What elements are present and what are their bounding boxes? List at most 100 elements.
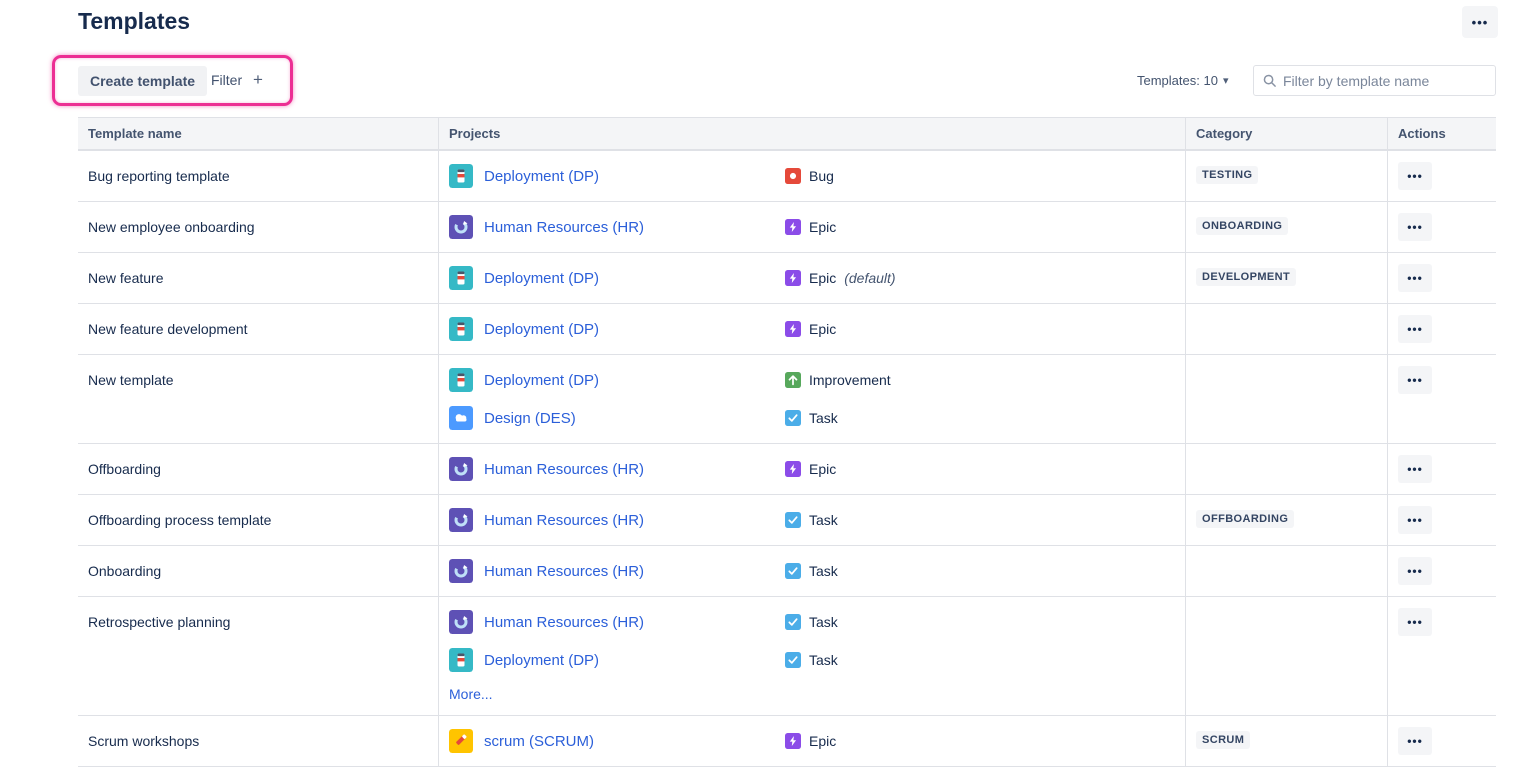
filter-button[interactable]: Filter: [211, 72, 243, 88]
project: Human Resources (HR): [449, 501, 785, 539]
project: scrum (SCRUM): [449, 722, 785, 760]
template-name: Offboarding: [78, 444, 439, 494]
issue-type-label: Task: [809, 410, 838, 426]
issue-type: Task: [785, 603, 1185, 641]
actions-cell: •••: [1388, 444, 1496, 494]
category-badge: DEVELOPMENT: [1196, 268, 1297, 286]
project-entry: Human Resources (HR) Epic: [449, 450, 1185, 488]
row-actions-button[interactable]: •••: [1398, 162, 1432, 190]
hr-project-avatar-icon: [449, 508, 473, 532]
task-issue-type-icon: [785, 563, 801, 579]
epic-issue-type-icon: [785, 733, 801, 749]
project-link[interactable]: Human Resources (HR): [484, 218, 645, 236]
issue-type: Epic (default): [785, 259, 1185, 297]
row-actions-button[interactable]: •••: [1398, 213, 1432, 241]
project-link[interactable]: Human Resources (HR): [484, 460, 645, 478]
template-name: Onboarding: [78, 546, 439, 596]
actions-cell: •••: [1388, 495, 1496, 545]
project-link[interactable]: Human Resources (HR): [484, 511, 645, 529]
project: Design (DES): [449, 399, 785, 437]
project: Human Resources (HR): [449, 208, 785, 246]
actions-cell: •••: [1388, 716, 1496, 766]
issue-type-label: Epic: [809, 270, 837, 286]
row-actions-button[interactable]: •••: [1398, 264, 1432, 292]
issue-type: Epic: [785, 310, 1185, 348]
table-row: New feature Deployment (DP) Epic (default…: [78, 253, 1496, 304]
row-actions-button[interactable]: •••: [1398, 455, 1432, 483]
hr-project-avatar-icon: [449, 610, 473, 634]
project-link[interactable]: Deployment (DP): [484, 167, 600, 185]
project-entry: Deployment (DP) Bug: [449, 157, 1185, 195]
template-name: New feature development: [78, 304, 439, 354]
project-link[interactable]: Deployment (DP): [484, 269, 600, 287]
table-row: Onboarding Human Resources (HR) Task •••: [78, 546, 1496, 597]
project-link[interactable]: scrum (SCRUM): [484, 732, 594, 750]
actions-cell: •••: [1388, 253, 1496, 303]
column-header-projects: Projects: [439, 118, 1186, 149]
search-icon: [1263, 74, 1276, 87]
projects-cell: Deployment (DP) Bug: [439, 151, 1186, 201]
issue-type-label: Task: [809, 512, 838, 528]
deployment-project-avatar-icon: [449, 317, 473, 341]
category-cell: OFFBOARDING: [1186, 495, 1388, 545]
project-link[interactable]: Deployment (DP): [484, 320, 600, 338]
projects-cell: Deployment (DP) Improvement Design (DES)…: [439, 355, 1186, 443]
actions-cell: •••: [1388, 151, 1496, 201]
issue-type: Task: [785, 552, 1185, 590]
row-actions-button[interactable]: •••: [1398, 506, 1432, 534]
project: Deployment (DP): [449, 310, 785, 348]
column-header-category: Category: [1186, 118, 1388, 149]
row-actions-button[interactable]: •••: [1398, 608, 1432, 636]
issue-type: Task: [785, 641, 1185, 679]
create-template-button[interactable]: Create template: [78, 66, 208, 96]
actions-cell: •••: [1388, 355, 1496, 443]
row-actions-button[interactable]: •••: [1398, 366, 1432, 394]
templates-count-dropdown[interactable]: Templates: 10 ▾: [1137, 73, 1228, 88]
table-body: Bug reporting template Deployment (DP) B…: [78, 151, 1496, 767]
row-actions-button[interactable]: •••: [1398, 727, 1432, 755]
epic-issue-type-icon: [785, 321, 801, 337]
project-link[interactable]: Design (DES): [484, 409, 576, 427]
issue-type-label: Task: [809, 614, 838, 630]
category-cell: SCRUM: [1186, 716, 1388, 766]
project: Deployment (DP): [449, 361, 785, 399]
page-title: Templates: [78, 8, 191, 34]
template-name: Retrospective planning: [78, 597, 439, 715]
project-entry: Deployment (DP) Improvement: [449, 361, 1185, 399]
hr-project-avatar-icon: [449, 559, 473, 583]
issue-type-label: Task: [809, 563, 838, 579]
project: Deployment (DP): [449, 641, 785, 679]
template-name: New feature: [78, 253, 439, 303]
task-issue-type-icon: [785, 652, 801, 668]
deployment-project-avatar-icon: [449, 266, 473, 290]
project-entry: scrum (SCRUM) Epic: [449, 722, 1185, 760]
more-projects-link[interactable]: More...: [449, 686, 493, 702]
project-link[interactable]: Human Resources (HR): [484, 613, 645, 631]
template-search-box[interactable]: [1253, 65, 1496, 96]
project-link[interactable]: Human Resources (HR): [484, 562, 645, 580]
epic-issue-type-icon: [785, 461, 801, 477]
category-cell: [1186, 444, 1388, 494]
page-overflow-menu-button[interactable]: •••: [1462, 6, 1498, 38]
actions-cell: •••: [1388, 304, 1496, 354]
category-cell: [1186, 597, 1388, 715]
project: Human Resources (HR): [449, 552, 785, 590]
issue-type: Task: [785, 501, 1185, 539]
epic-issue-type-icon: [785, 270, 801, 286]
projects-cell: Human Resources (HR) Task: [439, 546, 1186, 596]
project: Human Resources (HR): [449, 450, 785, 488]
actions-cell: •••: [1388, 202, 1496, 252]
table-row: Retrospective planning Human Resources (…: [78, 597, 1496, 716]
project-link[interactable]: Deployment (DP): [484, 371, 600, 389]
projects-cell: Human Resources (HR) Epic: [439, 202, 1186, 252]
search-input[interactable]: [1283, 72, 1487, 89]
table-row: Offboarding process template Human Resou…: [78, 495, 1496, 546]
add-filter-icon[interactable]: +: [253, 70, 263, 89]
projects-cell: Deployment (DP) Epic: [439, 304, 1186, 354]
row-actions-button[interactable]: •••: [1398, 315, 1432, 343]
table-row: Offboarding Human Resources (HR) Epic •••: [78, 444, 1496, 495]
category-badge: SCRUM: [1196, 731, 1251, 749]
table-row: New employee onboarding Human Resources …: [78, 202, 1496, 253]
row-actions-button[interactable]: •••: [1398, 557, 1432, 585]
project-link[interactable]: Deployment (DP): [484, 651, 600, 669]
